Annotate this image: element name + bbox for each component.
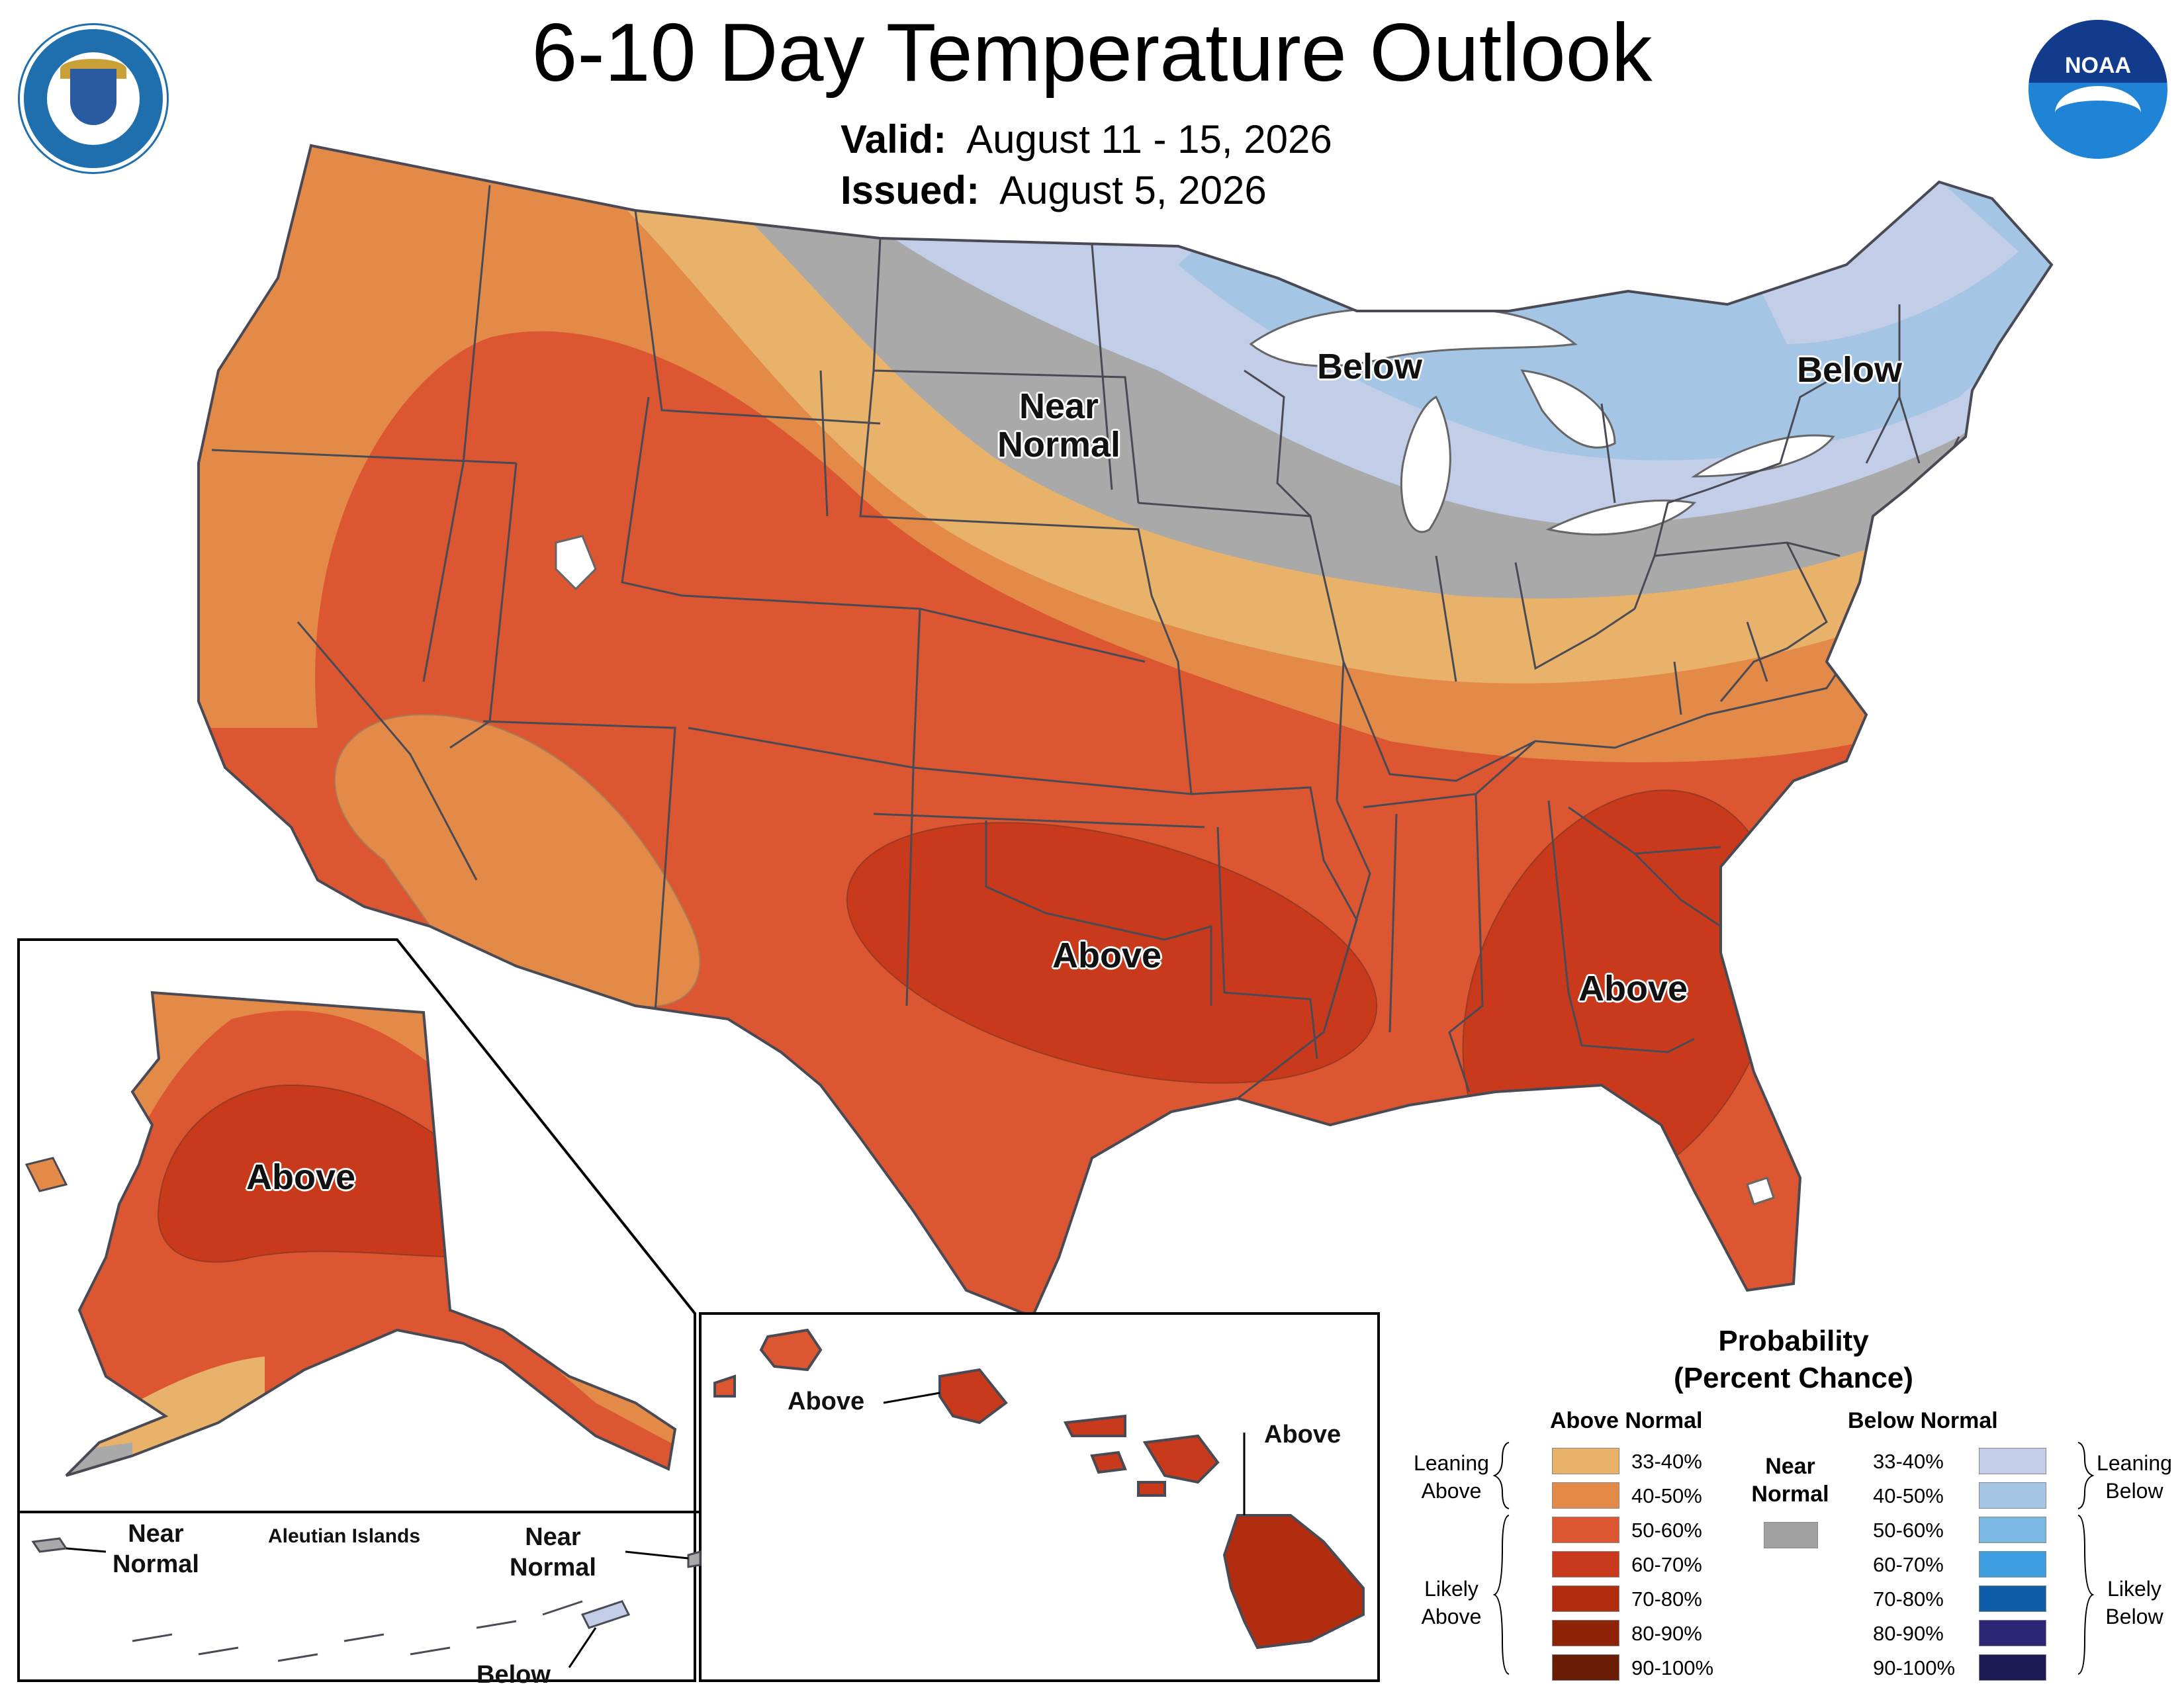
label-hawaii-above-east: Above [1264, 1421, 1342, 1448]
alaska-outline [65, 991, 677, 1477]
legend-below-swatch [1979, 1585, 2046, 1612]
legend-above-swatch [1552, 1654, 1619, 1681]
legend-likely-text: Likely [1424, 1577, 1479, 1601]
legend-leaning-above: Leaning Above [1408, 1449, 1494, 1505]
issued-label: Issued: [841, 168, 980, 212]
legend-below-swatch [1979, 1620, 2046, 1646]
legend-likely-text: Likely [2107, 1577, 2161, 1601]
legend-above-text: Above [1421, 1479, 1482, 1503]
legend-below-header: Below Normal [1848, 1408, 1998, 1433]
legend-below-label: 50-60% [1873, 1519, 1944, 1542]
legend-below-label: 33-40% [1873, 1450, 1944, 1473]
commerce-seal-logo [20, 25, 167, 172]
valid-dates: Valid: August 11 - 15, 2026 [841, 116, 1332, 163]
legend-below-text: Below [2105, 1605, 2163, 1628]
legend-above-label: 70-80% [1631, 1587, 1702, 1611]
legend-above-swatch [1552, 1517, 1619, 1543]
label-alaska-above: Above [246, 1157, 356, 1197]
issued-date: Issued: August 5, 2026 [841, 167, 1267, 214]
legend-below-swatch [1979, 1517, 2046, 1543]
legend-above-label: 60-70% [1631, 1553, 1702, 1576]
legend-above-label: 90-100% [1631, 1656, 1714, 1679]
legend-below-label: 60-70% [1873, 1553, 1944, 1576]
page-title: 6-10 Day Temperature Outlook [531, 7, 1653, 99]
legend-below-label: 80-90% [1873, 1622, 1944, 1645]
valid-value: August 11 - 15, 2026 [966, 117, 1332, 161]
noaa-logo-text: NOAA [2064, 53, 2132, 78]
label-near: Near [525, 1523, 581, 1551]
label-near: Near [1019, 386, 1099, 426]
label-aleutian-near-normal-west: Near Normal [113, 1519, 199, 1579]
label-below-great-lakes: Below [1317, 347, 1423, 386]
label-normal: Normal [113, 1550, 199, 1578]
legend-near-text: Near [1765, 1454, 1815, 1479]
hawaii-islands [713, 1328, 1365, 1650]
legend-above-label: 33-40% [1631, 1450, 1702, 1473]
legend-above-label: 80-90% [1631, 1622, 1702, 1645]
label-near: Near [128, 1520, 184, 1548]
legend-above-text: Above [1421, 1605, 1482, 1628]
legend-above-swatch [1552, 1448, 1619, 1474]
legend-likely-below: Likely Below [2091, 1575, 2177, 1630]
legend-near-normal: Near Normal [1741, 1452, 1840, 1508]
label-aleutian-near-normal-east: Near Normal [510, 1522, 596, 1583]
label-aleutian-below: Below [477, 1661, 551, 1689]
legend-above-swatch [1552, 1585, 1619, 1612]
label-normal: Normal [510, 1554, 596, 1581]
label-normal: Normal [997, 425, 1121, 465]
label-hawaii-above-west: Above [788, 1388, 865, 1415]
valid-label: Valid: [841, 117, 947, 161]
label-near-normal: Near Normal [986, 387, 1132, 464]
conus-outline [197, 144, 2054, 1319]
legend-above-swatch [1552, 1620, 1619, 1646]
legend-normal-text: Normal [1751, 1482, 1829, 1507]
noaa-logo: NOAA [2028, 20, 2167, 159]
legend-title: Probability [1718, 1325, 1869, 1357]
legend-likely-above: Likely Above [1408, 1575, 1494, 1630]
legend-below-swatch [1979, 1551, 2046, 1578]
legend-above-label: 50-60% [1631, 1519, 1702, 1542]
legend-leaning-text: Leaning [1414, 1451, 1489, 1475]
legend-near-normal-swatch [1764, 1522, 1818, 1548]
probability-legend: Probability (Percent Chance) Above Norma… [1403, 1323, 2184, 1681]
legend-above-label: 40-50% [1631, 1484, 1702, 1507]
legend-below-label: 40-50% [1873, 1484, 1944, 1507]
legend-subtitle: (Percent Chance) [1674, 1362, 1913, 1394]
aleutian-islands-title: Aleutian Islands [268, 1525, 421, 1547]
legend-below-label: 90-100% [1873, 1656, 1956, 1679]
label-below-northeast: Below [1797, 350, 1903, 390]
label-above-south-central: Above [1052, 936, 1162, 975]
legend-below-swatch [1979, 1482, 2046, 1509]
legend-below-label: 70-80% [1873, 1587, 1944, 1611]
legend-above-swatch [1552, 1482, 1619, 1509]
legend-below-swatch [1979, 1654, 2046, 1681]
legend-leaning-below: Leaning Below [2091, 1449, 2177, 1505]
label-above-southeast: Above [1578, 969, 1688, 1008]
aleutian-islands [31, 1537, 702, 1668]
legend-leaning-text: Leaning [2097, 1451, 2172, 1475]
legend-above-swatch [1552, 1551, 1619, 1578]
legend-above-header: Above Normal [1550, 1408, 1703, 1433]
legend-below-swatch [1979, 1448, 2046, 1474]
issued-value: August 5, 2026 [999, 168, 1267, 212]
legend-below-text: Below [2105, 1479, 2163, 1503]
